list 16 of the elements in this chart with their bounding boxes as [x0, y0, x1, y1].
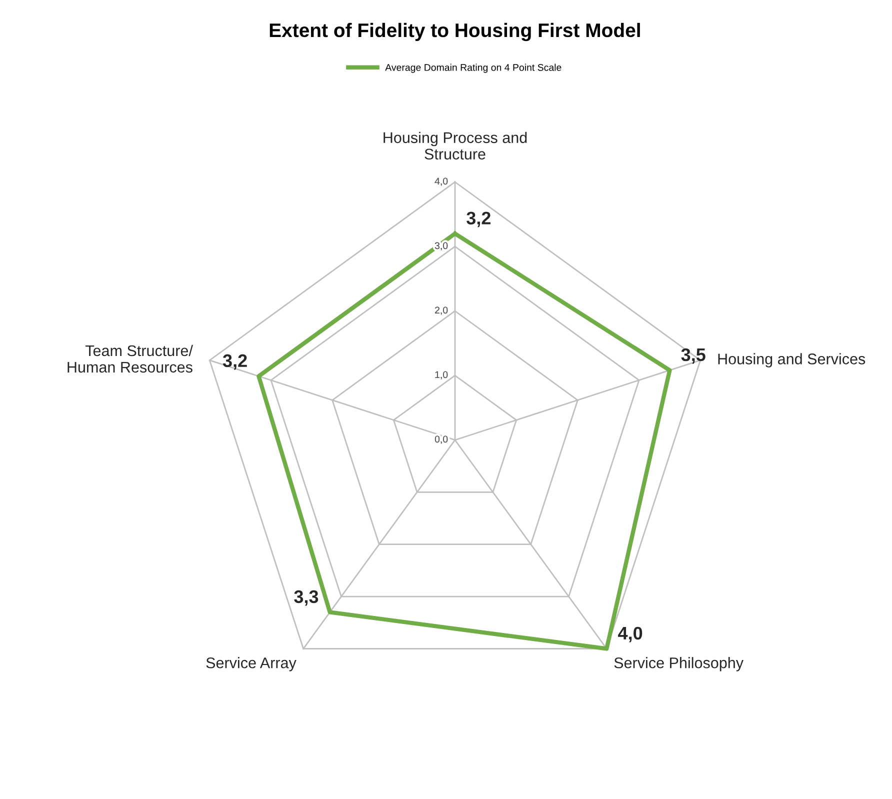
legend-label: Average Domain Rating on 4 Point Scale: [385, 64, 562, 73]
spoke-label: Team Structure/ Human Resources: [68, 344, 193, 373]
chart-title: Extent of Fidelity to Housing First Model: [270, 22, 640, 42]
spoke-label: Housing and Services: [718, 353, 866, 368]
data-label: 3,5: [681, 348, 706, 364]
y-tick-label: 2,0: [435, 306, 448, 315]
y-tick-label: 4,0: [434, 178, 448, 186]
spoke-label: Housing Process and Structure: [384, 132, 527, 160]
data-label: 3,3: [294, 590, 318, 606]
data-label: 4,0: [618, 626, 642, 642]
spoke-label: Service Philosophy: [614, 657, 744, 672]
spoke-label: Service Array: [206, 657, 296, 672]
y-tick-label: 1,0: [435, 371, 448, 380]
data-label: 3,2: [466, 212, 490, 228]
y-tick-label: 0,0: [434, 436, 448, 444]
data-label: 3,2: [222, 354, 247, 370]
